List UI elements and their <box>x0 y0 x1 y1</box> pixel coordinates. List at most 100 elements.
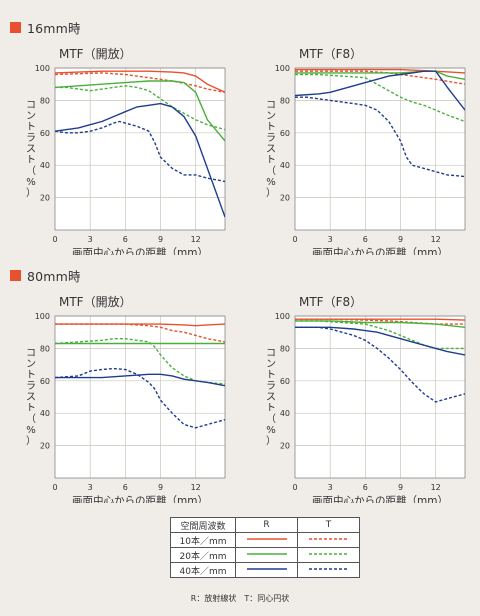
chart-title: MTF（F8） <box>299 47 362 61</box>
y-tick-label: 40 <box>40 409 50 418</box>
series-b-solid-line <box>55 102 225 218</box>
y-axis-label-char: ン <box>26 359 36 370</box>
y-tick-label: 40 <box>280 409 290 418</box>
y-axis-label-char: ） <box>266 187 276 199</box>
x-tick-label: 9 <box>158 235 163 244</box>
y-axis-label-char: ラ <box>26 132 36 144</box>
y-axis-label-char: % <box>26 177 36 188</box>
y-tick-label: 60 <box>280 377 290 386</box>
x-axis-label: 画面中心からの距離（mm） <box>312 494 448 503</box>
y-tick-label: 20 <box>40 194 50 203</box>
chart-title: MTF（開放） <box>59 46 132 61</box>
plot-frame <box>294 67 466 231</box>
x-tick-label: 3 <box>88 235 93 244</box>
legend-table: 空間周波数 R T 10本／mm 20本／mm 40本／mm <box>170 517 360 578</box>
series-b-solid-line <box>295 70 465 111</box>
y-tick-label: 20 <box>280 442 290 451</box>
y-axis-label-char: ） <box>26 187 36 199</box>
y-tick-label: 100 <box>275 312 290 321</box>
y-tick-label: 100 <box>275 64 290 73</box>
legend-header-tangential: T <box>297 517 360 533</box>
y-tick-label: 40 <box>40 161 50 170</box>
plot-area <box>295 68 465 230</box>
series-g-solid-line <box>295 70 465 80</box>
legend-swatch-dashed <box>297 547 360 563</box>
x-tick-label: 12 <box>191 483 201 492</box>
section-heading-80mm: 80mm時 <box>10 267 81 284</box>
y-axis-label-char: ス <box>266 392 276 403</box>
legend-header-frequency: 空間周波数 <box>170 517 236 533</box>
y-axis-label-char: コ <box>266 348 276 359</box>
legend-swatch-dashed <box>297 532 360 548</box>
y-axis-label-char: ト <box>26 122 36 133</box>
series-b-dashed-line <box>295 96 465 178</box>
x-tick-label: 9 <box>158 483 163 492</box>
section-heading-16mm: 16mm時 <box>10 19 81 36</box>
y-axis-label-char: ト <box>266 122 276 133</box>
series-b-solid-line <box>295 326 465 356</box>
y-axis-label-char: ト <box>26 403 36 414</box>
x-tick-label: 0 <box>292 235 297 244</box>
y-axis-label-char: コ <box>266 100 276 111</box>
y-tick-label: 20 <box>280 194 290 203</box>
series-b-solid-line <box>55 373 225 387</box>
legend-header-row: 空間周波数 R T <box>170 517 360 533</box>
x-tick-label: 3 <box>328 235 333 244</box>
legend-swatch-dashed <box>297 562 360 578</box>
plot-area <box>55 68 225 230</box>
y-axis-label-char: % <box>266 177 276 188</box>
y-axis-label: コントラスト（%） <box>266 348 276 447</box>
x-tick-label: 6 <box>363 483 368 492</box>
plot-frame <box>294 315 466 479</box>
legend-row-40: 40本／mm <box>170 562 360 578</box>
x-axis-label: 画面中心からの距離（mm） <box>72 494 208 503</box>
series-r-dashed-line <box>55 323 225 343</box>
y-axis-label-char: コ <box>26 348 36 359</box>
y-axis-label-char: ト <box>266 403 276 414</box>
section-marker-icon <box>10 269 21 281</box>
y-tick-label: 20 <box>40 442 50 451</box>
legend-row-10: 10本／mm <box>170 532 360 548</box>
x-tick-label: 12 <box>431 235 441 244</box>
legend-row-20: 20本／mm <box>170 547 360 563</box>
y-axis-label-char: ス <box>26 144 36 155</box>
y-tick-label: 60 <box>40 377 50 386</box>
y-tick-label: 60 <box>280 129 290 138</box>
series-b-dashed-line <box>55 120 225 183</box>
y-axis-label-char: ） <box>26 435 36 447</box>
y-axis-label-char: ン <box>266 359 276 370</box>
y-axis-label-char: % <box>26 425 36 436</box>
legend-header-radial: R <box>235 517 298 533</box>
y-axis-label-char: ト <box>26 155 36 166</box>
y-tick-label: 80 <box>280 344 290 353</box>
x-axis-label: 画面中心からの距離（mm） <box>312 246 448 255</box>
y-axis-label-char: ラ <box>26 380 36 392</box>
series-r-solid-line <box>295 68 465 74</box>
y-axis-label-char: コ <box>26 100 36 111</box>
x-tick-label: 3 <box>88 483 93 492</box>
y-tick-label: 100 <box>35 312 50 321</box>
chart-title: MTF（F8） <box>299 295 362 309</box>
y-axis-label-char: ン <box>266 111 276 122</box>
y-axis-label-char: ン <box>26 111 36 122</box>
y-axis-label-char: ラ <box>266 380 276 392</box>
y-axis-label-char: ス <box>26 392 36 403</box>
y-tick-label: 40 <box>280 161 290 170</box>
series-r-dashed-line <box>55 72 225 93</box>
legend-row-label: 40本／mm <box>170 562 236 578</box>
y-axis-label-char: （ <box>26 165 36 177</box>
x-tick-label: 6 <box>363 235 368 244</box>
x-tick-label: 9 <box>398 235 403 244</box>
y-axis-label: コントラスト（%） <box>266 100 276 199</box>
section-title: 80mm時 <box>27 268 81 284</box>
y-axis-label-char: ト <box>266 155 276 166</box>
plot-frame <box>54 67 226 231</box>
y-tick-label: 100 <box>35 64 50 73</box>
series-b-dashed-line <box>295 326 465 403</box>
x-tick-label: 9 <box>398 483 403 492</box>
series-g-solid-line <box>295 320 465 328</box>
legend-swatch-solid <box>235 532 298 548</box>
x-tick-label: 3 <box>328 483 333 492</box>
